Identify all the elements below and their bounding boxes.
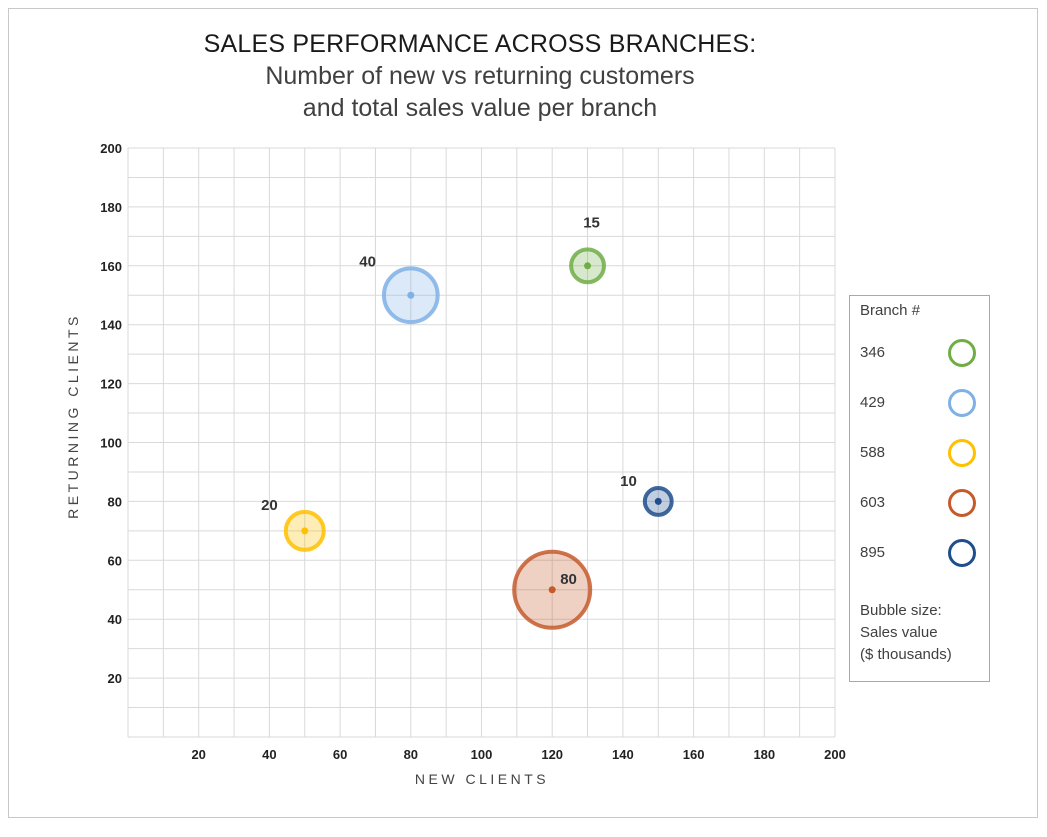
- legend: Branch # 346 429 588 603 895 Bubble size: Sa…: [849, 295, 990, 682]
- legend-item-label: 346: [860, 344, 886, 361]
- y-tick-label: 100: [100, 436, 122, 451]
- legend-ring-icon: [948, 439, 976, 467]
- bubble-center-dot: [654, 497, 662, 505]
- legend-title: Branch #: [860, 302, 921, 319]
- data-label-branch-895: 10: [620, 473, 637, 490]
- legend-note-line-1: Bubble size:: [860, 602, 942, 619]
- tick-labels: 20 40 60 80 100 120 140 160 180 200 20 40 60 80 100 120…: [100, 141, 846, 762]
- x-tick-label: 60: [333, 747, 347, 762]
- x-tick-label: 80: [404, 747, 418, 762]
- bubble-center-dot: [407, 291, 415, 299]
- data-label-branch-603: 80: [560, 571, 577, 588]
- x-tick-label: 40: [262, 747, 276, 762]
- y-tick-label: 120: [100, 377, 122, 392]
- bubble-center-dot: [548, 586, 556, 594]
- chart-subtitle-line-1: Number of new vs returning customers: [265, 62, 695, 90]
- bubble-center-dot: [301, 527, 309, 535]
- x-tick-label: 100: [471, 747, 493, 762]
- bubbles: [283, 247, 674, 630]
- y-tick-label: 60: [108, 553, 122, 568]
- x-tick-label: 140: [612, 747, 634, 762]
- chart-subtitle-line-2: and total sales value per branch: [302, 94, 658, 122]
- x-tick-label: 200: [824, 747, 846, 762]
- legend-item-label: 895: [860, 544, 886, 561]
- x-tick-label: 120: [541, 747, 563, 762]
- y-tick-label: 20: [108, 671, 122, 686]
- legend-item-588: 588: [860, 438, 980, 468]
- chart-title: SALES PERFORMANCE ACROSS BRANCHES:: [203, 30, 757, 58]
- x-tick-label: 160: [683, 747, 705, 762]
- chart-titles: SALES PERFORMANCE ACROSS BRANCHES: Numbe…: [0, 28, 960, 124]
- y-tick-label: 200: [100, 141, 122, 156]
- legend-ring-icon: [948, 489, 976, 517]
- data-label-branch-429: 40: [359, 253, 376, 270]
- legend-ring-icon: [948, 539, 976, 567]
- grid: [127, 147, 836, 738]
- y-tick-label: 180: [100, 200, 122, 215]
- legend-item-603: 603: [860, 488, 980, 518]
- legend-item-895: 895: [860, 538, 980, 568]
- x-axis-label: NEW CLIENTS: [415, 771, 549, 787]
- legend-item-429: 429: [860, 388, 980, 418]
- legend-ring-icon: [948, 339, 976, 367]
- y-axis-label: RETURNING CLIENTS: [65, 313, 81, 519]
- legend-note: Bubble size: Sales value ($ thousands): [860, 600, 952, 666]
- bubble-center-dot: [584, 262, 592, 270]
- data-labels: 15 40 20 80 10: [261, 214, 637, 587]
- legend-note-line-2: Sales value: [860, 624, 938, 641]
- y-tick-label: 140: [100, 318, 122, 333]
- legend-item-label: 588: [860, 444, 886, 461]
- legend-item-346: 346: [860, 338, 980, 368]
- legend-ring-icon: [948, 389, 976, 417]
- y-tick-label: 160: [100, 259, 122, 274]
- legend-item-label: 603: [860, 494, 886, 511]
- x-tick-label: 180: [753, 747, 775, 762]
- y-tick-label: 80: [108, 494, 122, 509]
- data-label-branch-346: 15: [583, 214, 600, 231]
- y-tick-label: 40: [108, 612, 122, 627]
- data-label-branch-588: 20: [261, 497, 278, 514]
- x-tick-label: 20: [191, 747, 205, 762]
- legend-item-label: 429: [860, 394, 886, 411]
- legend-note-line-3: ($ thousands): [860, 646, 952, 663]
